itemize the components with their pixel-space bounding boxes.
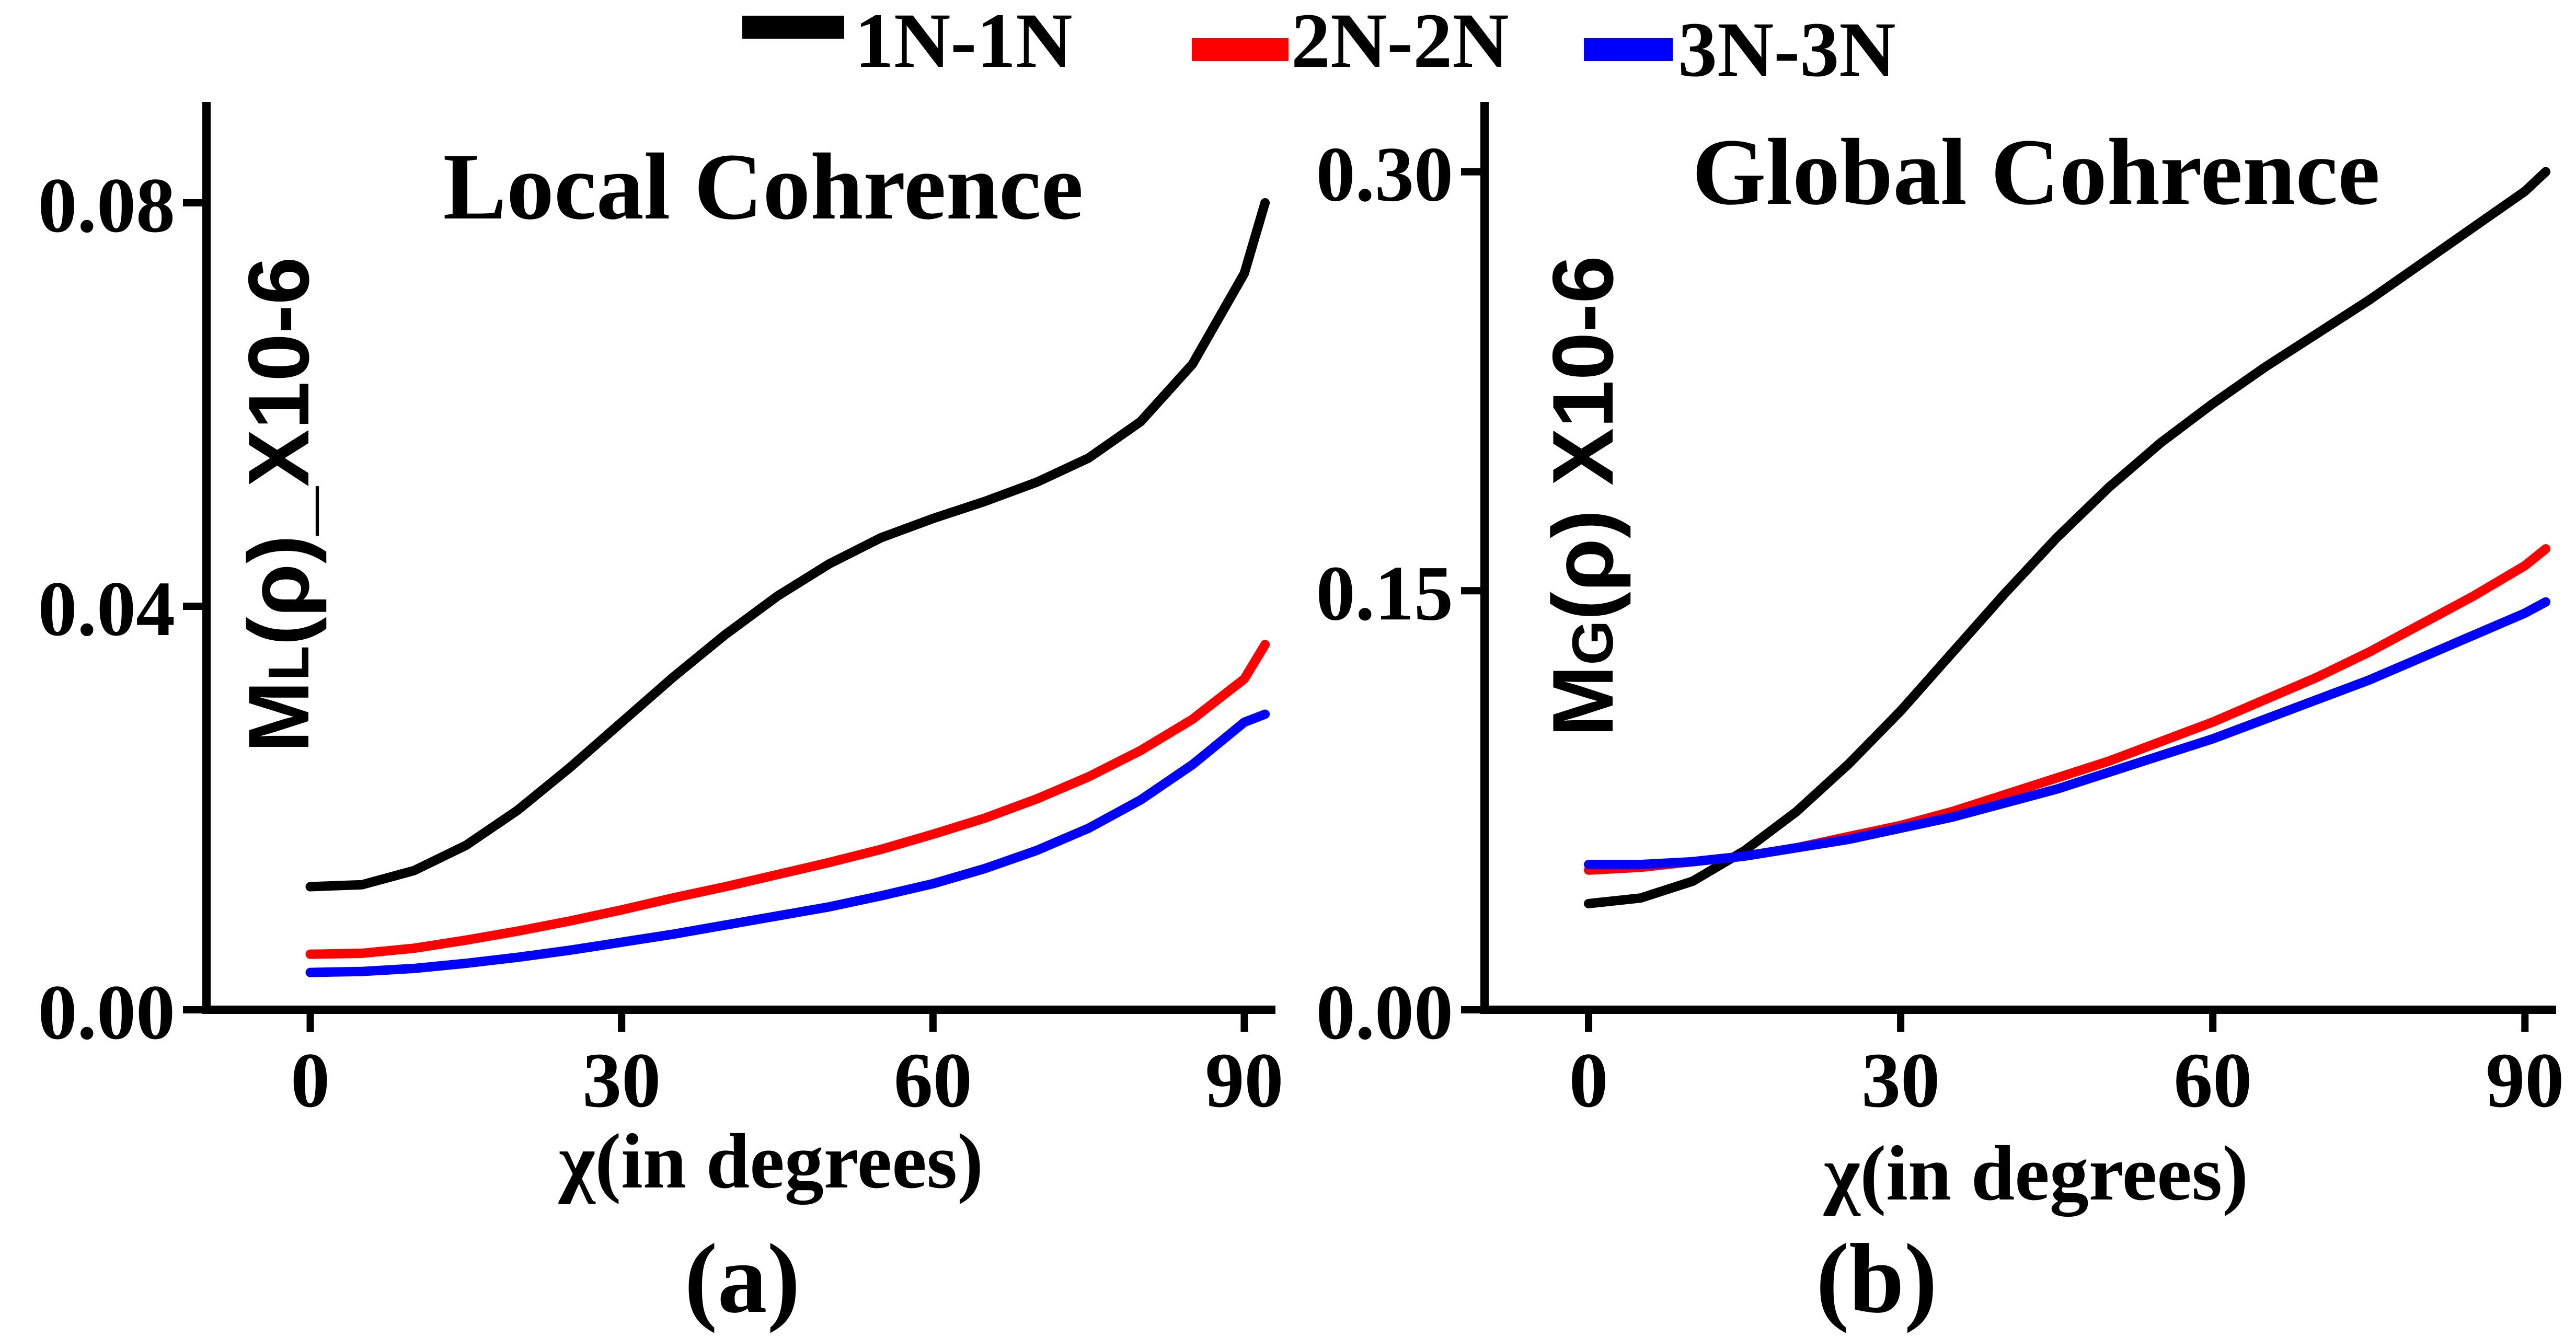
- panel-a-y-tick-label: 0.00: [38, 969, 176, 1056]
- panel-a-x-tick-label: 0: [291, 1037, 330, 1124]
- panel-a-title: Local Cohrence: [443, 134, 1084, 239]
- panel-b-title: Global Cohrence: [1692, 120, 2380, 225]
- legend-label-3n-3n: 3N-3N: [1678, 6, 1896, 93]
- panel-a-y-ticks: 0.00 0.04 0.08: [38, 162, 206, 1056]
- panel-a-series: [305, 198, 1270, 977]
- panel-b-x-label: χ(in degrees): [1823, 1130, 2248, 1217]
- panel-b-x-ticks: 0 30 60 90: [1569, 1010, 2564, 1124]
- panel-b-series-1n-1n: [1584, 167, 2551, 908]
- panel-b-y-label: MG(ρ) X10-6: [1535, 256, 1631, 737]
- panel-b-x-tick-label: 90: [2486, 1037, 2564, 1124]
- panel-b-x-tick-label: 30: [1861, 1037, 1940, 1124]
- panel-a-x-tick-label: 90: [1205, 1037, 1283, 1124]
- panel-b-y-tick-label: 0.15: [1316, 550, 1454, 637]
- legend-label-2n-2n: 2N-2N: [1291, 0, 1509, 84]
- panel-b-label: (b): [1816, 1224, 1937, 1334]
- panel-b-y-ticks: 0.00 0.15 0.30: [1316, 131, 1485, 1056]
- panel-b-y-tick-label: 0.00: [1316, 969, 1454, 1056]
- panel-b-x-tick-label: 60: [2174, 1037, 2252, 1124]
- legend: 1N-1N 2N-2N 3N-3N: [742, 0, 1896, 93]
- panel-a-label: (a): [684, 1224, 800, 1334]
- panel-a-x-tick-label: 60: [894, 1037, 972, 1124]
- panel-a-local-coherence: 0.00 0.04 0.08 0 30 60 90 Local Cohrence ML(ρ…: [38, 102, 1283, 1334]
- panel-a-series-1n-1n: [305, 198, 1270, 892]
- panel-b-global-coherence: 0.00 0.15 0.30 0 30 60 90 Global Cohrence MG(…: [1316, 102, 2564, 1334]
- panel-b-x-tick-label: 0: [1569, 1037, 1608, 1124]
- panel-a-series-2n-2n: [305, 640, 1270, 959]
- panel-a-x-label: χ(in degrees): [558, 1118, 983, 1205]
- panel-a-y-tick-label: 0.04: [38, 566, 176, 652]
- legend-label-1n-1n: 1N-1N: [855, 0, 1073, 84]
- panel-a-series-3n-3n: [305, 709, 1270, 977]
- panel-b-series: [1584, 167, 2551, 908]
- panel-a-y-label: ML(ρ)_X10-6: [231, 257, 327, 753]
- panel-b-series-3n-3n: [1584, 597, 2551, 870]
- panel-a-x-tick-label: 30: [582, 1037, 661, 1124]
- panel-a-y-tick-label: 0.08: [38, 162, 176, 249]
- panel-a-x-ticks: 0 30 60 90: [291, 1010, 1283, 1124]
- panel-b-y-tick-label: 0.30: [1316, 131, 1454, 218]
